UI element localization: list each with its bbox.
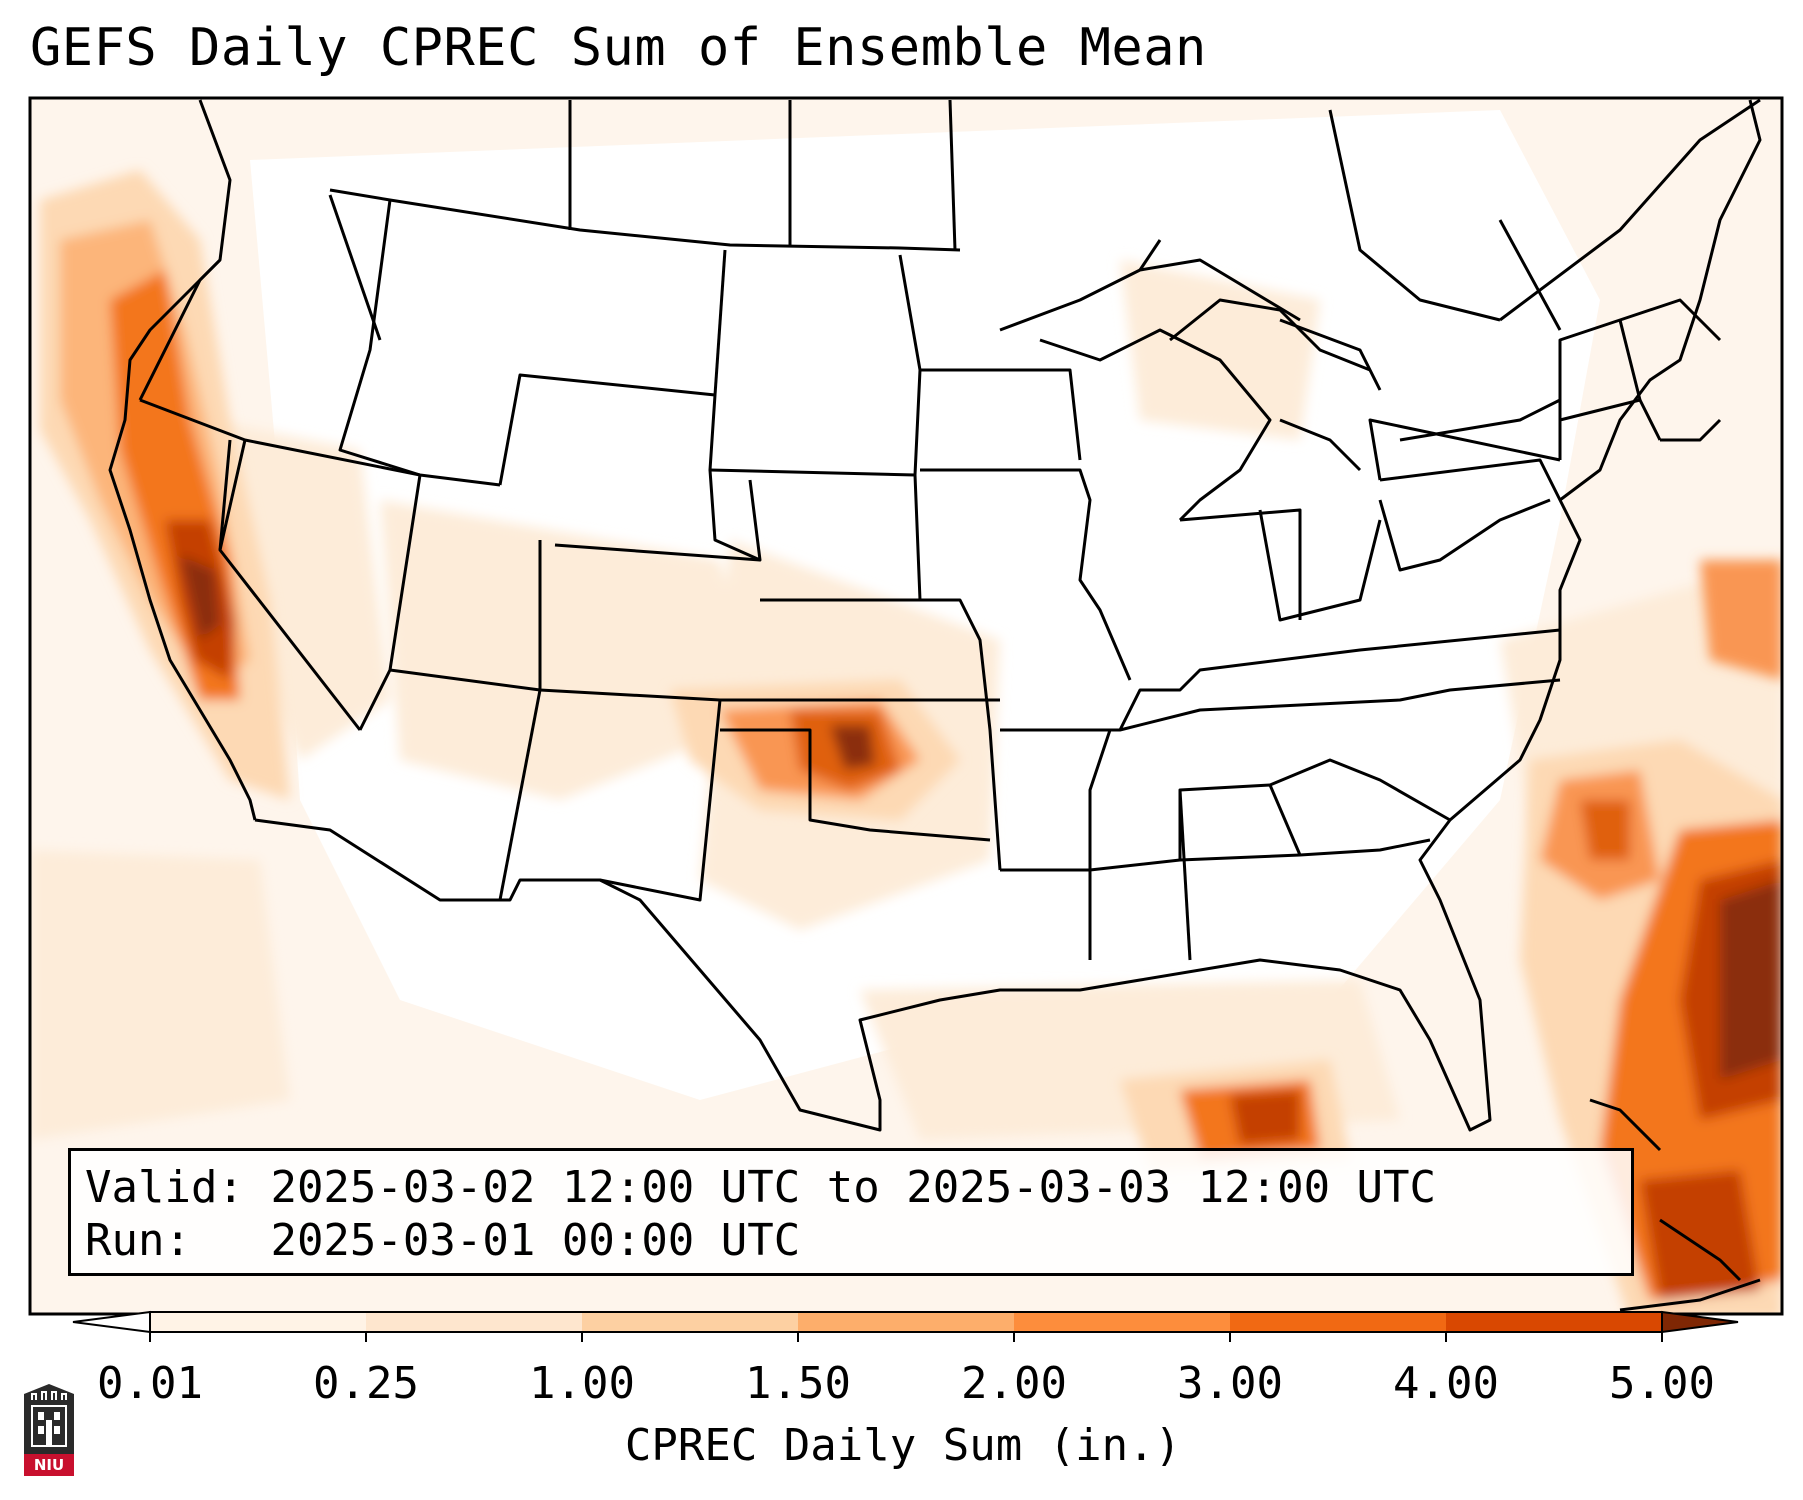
- state-boundaries: [108, 98, 1762, 1132]
- colorbar-tick-label: 0.01: [97, 1358, 203, 1409]
- colorbar-tick-label: 1.00: [529, 1358, 635, 1409]
- colorbar-seg-4: [798, 1312, 1014, 1332]
- valid-row: Valid: 2025-03-02 12:00 UTC to 2025-03-0…: [85, 1161, 1617, 1214]
- caribbean-islands: [1589, 1098, 1761, 1312]
- precip-field: [30, 98, 1782, 1314]
- map-title: GEFS Daily CPREC Sum of Ensemble Mean: [30, 18, 1207, 78]
- colorbar-tick-label: 3.00: [1177, 1358, 1283, 1409]
- colorbar-seg-7: [1446, 1312, 1662, 1332]
- valid-time-box: Valid: 2025-03-02 12:00 UTC to 2025-03-0…: [68, 1148, 1634, 1276]
- run-label: Run:: [85, 1215, 191, 1266]
- colorbar-seg-3: [582, 1312, 798, 1332]
- colorbar-label: CPREC Daily Sum (in.): [624, 1420, 1182, 1471]
- valid-value: 2025-03-02 12:00 UTC to 2025-03-03 12:00…: [270, 1162, 1437, 1213]
- niu-logo-icon: [24, 1384, 74, 1476]
- run-row: Run: 2025-03-01 00:00 UTC: [85, 1214, 1617, 1267]
- colorbar-tick-label: 0.25: [313, 1358, 419, 1409]
- colorbar-tick-label: 1.50: [745, 1358, 851, 1409]
- colorbar-seg-6: [1230, 1312, 1446, 1332]
- colorbar-tick-label: 2.00: [961, 1358, 1067, 1409]
- run-value: 2025-03-01 00:00 UTC: [270, 1215, 801, 1266]
- valid-label: Valid:: [85, 1162, 244, 1213]
- colorbar-seg-1: [150, 1312, 366, 1332]
- colorbar: [72, 1310, 1739, 1342]
- niu-logo-text: NIU: [33, 1456, 65, 1474]
- colorbar-seg-2: [366, 1312, 582, 1332]
- colorbar-seg-5: [1014, 1312, 1230, 1332]
- colorbar-tick-label: 4.00: [1393, 1358, 1499, 1409]
- colorbar-tick-label: 5.00: [1609, 1358, 1715, 1409]
